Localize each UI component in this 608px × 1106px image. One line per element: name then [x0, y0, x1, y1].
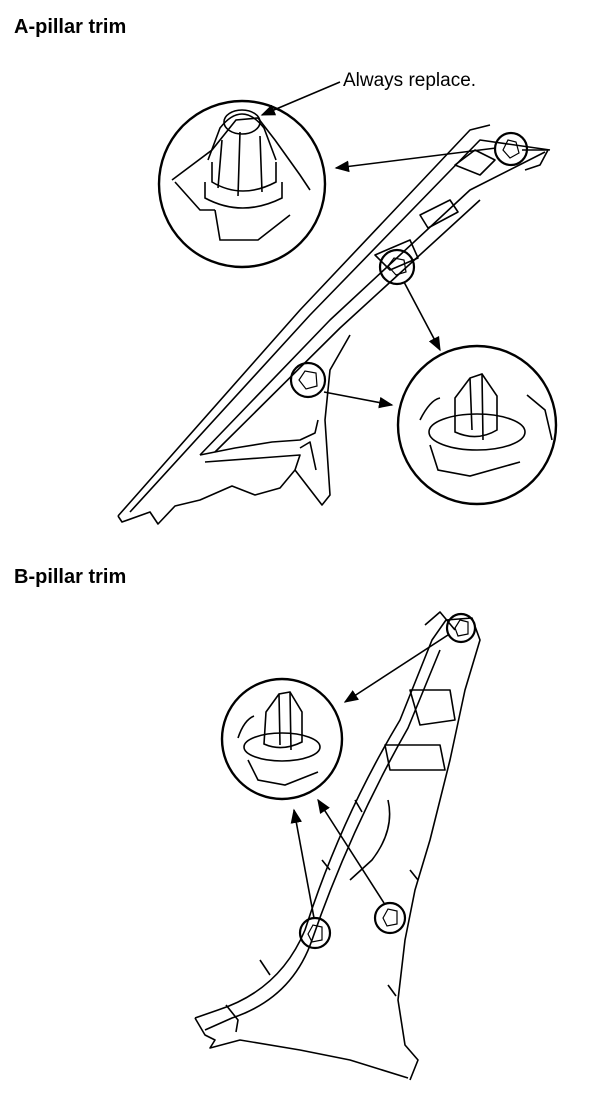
clip-detail-icon-lower — [396, 344, 558, 506]
b-pillar-arrows — [290, 634, 449, 919]
arrow-icon — [343, 634, 449, 703]
clip-detail-icon-b-pillar — [220, 677, 344, 801]
arrow-icon — [290, 808, 315, 919]
arrow-icon — [317, 798, 385, 904]
b-pillar-trim-panel — [194, 611, 481, 1081]
clip-detail-icon-top — [157, 99, 327, 269]
a-pillar-clip-markers — [289, 131, 529, 399]
always-replace-callout: Always replace. — [343, 70, 477, 91]
a-pillar-trim-panel — [117, 124, 551, 525]
a-pillar-title: A-pillar trim — [14, 16, 127, 38]
a-pillar-arrows — [260, 81, 497, 409]
arrow-icon — [260, 81, 341, 116]
b-pillar-clip-markers — [298, 612, 477, 950]
arrow-icon — [403, 281, 441, 352]
arrow-icon — [323, 391, 394, 409]
b-pillar-title: B-pillar trim — [14, 566, 127, 588]
arrow-icon — [334, 147, 497, 173]
